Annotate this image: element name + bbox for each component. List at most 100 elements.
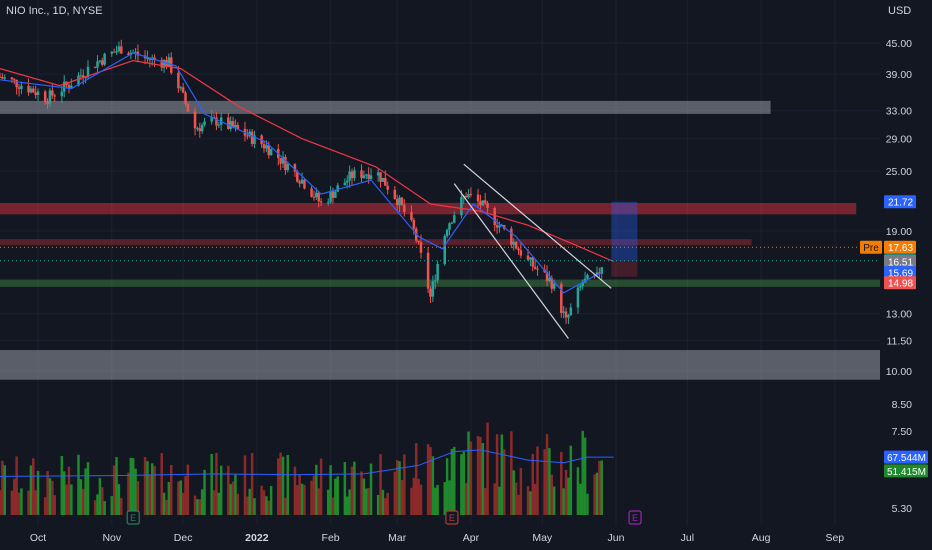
candle-body[interactable] xyxy=(529,257,532,260)
volume-bar[interactable] xyxy=(70,484,73,515)
volume-bar[interactable] xyxy=(526,486,530,515)
volume-bar[interactable] xyxy=(236,493,240,515)
candle-body[interactable] xyxy=(317,192,320,202)
candle-body[interactable] xyxy=(548,277,551,282)
volume-bar[interactable] xyxy=(500,434,504,515)
volume-bar[interactable] xyxy=(115,457,118,515)
volume-bar[interactable] xyxy=(181,492,185,515)
candle-body[interactable] xyxy=(453,215,456,223)
volume-bar[interactable] xyxy=(53,495,56,515)
candle-body[interactable] xyxy=(326,202,330,204)
volume-bar[interactable] xyxy=(81,488,85,515)
candle-body[interactable] xyxy=(246,135,249,137)
candle-body[interactable] xyxy=(250,131,254,145)
volume-bar[interactable] xyxy=(386,492,389,515)
volume-bar[interactable] xyxy=(319,458,323,515)
volume-bar[interactable] xyxy=(136,481,140,515)
volume-bar[interactable] xyxy=(212,490,216,515)
symbol-title[interactable]: NIO Inc., 1D, NYSE xyxy=(6,5,103,17)
volume-bar[interactable] xyxy=(367,487,370,515)
volume-bar[interactable] xyxy=(127,472,130,515)
candle-body[interactable] xyxy=(517,248,520,251)
volume-bar[interactable] xyxy=(101,487,104,515)
candle-body[interactable] xyxy=(526,255,530,260)
volume-bar[interactable] xyxy=(564,469,568,515)
volume-bar[interactable] xyxy=(117,484,121,515)
volume-bar[interactable] xyxy=(543,449,546,515)
candle-body[interactable] xyxy=(533,266,537,269)
volume-bar[interactable] xyxy=(384,498,387,515)
candle-body[interactable] xyxy=(98,60,102,62)
volume-bar[interactable] xyxy=(286,454,290,515)
candle-body[interactable] xyxy=(331,191,335,198)
candle-body[interactable] xyxy=(3,77,7,79)
candle-body[interactable] xyxy=(576,287,580,308)
volume-bar[interactable] xyxy=(67,466,71,515)
candle-body[interactable] xyxy=(412,220,416,229)
volume-bar[interactable] xyxy=(431,456,435,515)
volume-bar[interactable] xyxy=(510,431,513,515)
volume-bar[interactable] xyxy=(120,497,123,515)
volume-bar[interactable] xyxy=(453,446,456,515)
candle-body[interactable] xyxy=(479,201,482,206)
candle-body[interactable] xyxy=(51,90,54,96)
candle-body[interactable] xyxy=(298,181,301,184)
candle-body[interactable] xyxy=(600,267,603,274)
volume-bar[interactable] xyxy=(79,479,83,515)
candle-body[interactable] xyxy=(103,53,106,65)
candle-body[interactable] xyxy=(293,164,297,172)
volume-bar[interactable] xyxy=(234,474,237,515)
candle-body[interactable] xyxy=(593,274,596,276)
candle-body[interactable] xyxy=(81,75,85,78)
volume-bar[interactable] xyxy=(433,487,437,515)
volume-bar[interactable] xyxy=(495,434,499,515)
candle-body[interactable] xyxy=(62,81,66,92)
candle-body[interactable] xyxy=(545,272,549,282)
candle-body[interactable] xyxy=(284,156,287,171)
volume-bar[interactable] xyxy=(514,482,518,515)
volume-bar[interactable] xyxy=(429,447,432,515)
candle-body[interactable] xyxy=(345,180,349,183)
candle-body[interactable] xyxy=(193,111,197,129)
volume-bar[interactable] xyxy=(493,483,496,515)
volume-bar[interactable] xyxy=(336,476,339,515)
candle-body[interactable] xyxy=(279,157,282,164)
candle-body[interactable] xyxy=(296,171,299,182)
volume-bar[interactable] xyxy=(460,454,463,515)
candle-body[interactable] xyxy=(184,92,187,104)
candle-body[interactable] xyxy=(269,149,273,156)
volume-bar[interactable] xyxy=(62,471,66,515)
volume-bar[interactable] xyxy=(586,493,589,515)
volume-bar[interactable] xyxy=(476,436,480,515)
candle-body[interactable] xyxy=(395,198,399,206)
volume-bar[interactable] xyxy=(153,466,156,515)
volume-bar[interactable] xyxy=(98,478,102,515)
volume-bar[interactable] xyxy=(445,458,449,515)
volume-bar[interactable] xyxy=(148,474,152,515)
candle-body[interactable] xyxy=(348,171,351,181)
volume-bar[interactable] xyxy=(219,465,223,515)
candle-body[interactable] xyxy=(519,250,523,256)
volume-bar[interactable] xyxy=(167,482,171,515)
candle-body[interactable] xyxy=(146,57,149,59)
candle-body[interactable] xyxy=(32,88,35,93)
candle-body[interactable] xyxy=(186,103,190,112)
volume-bar[interactable] xyxy=(29,465,33,515)
candle-body[interactable] xyxy=(429,288,432,297)
candle-body[interactable] xyxy=(369,175,373,179)
volume-bar[interactable] xyxy=(550,474,554,515)
volume-bar[interactable] xyxy=(536,446,539,515)
volume-bar[interactable] xyxy=(60,455,64,515)
candle-body[interactable] xyxy=(115,51,118,53)
volume-bar[interactable] xyxy=(186,464,190,515)
candle-body[interactable] xyxy=(96,61,99,68)
volume-bar[interactable] xyxy=(595,472,599,515)
candle-body[interactable] xyxy=(315,192,318,198)
candle-body[interactable] xyxy=(595,272,599,276)
volume-bar[interactable] xyxy=(298,475,301,515)
volume-bar[interactable] xyxy=(27,490,30,515)
candle-body[interactable] xyxy=(448,223,451,230)
volume-bar[interactable] xyxy=(169,464,173,515)
volume-bar[interactable] xyxy=(519,467,523,515)
